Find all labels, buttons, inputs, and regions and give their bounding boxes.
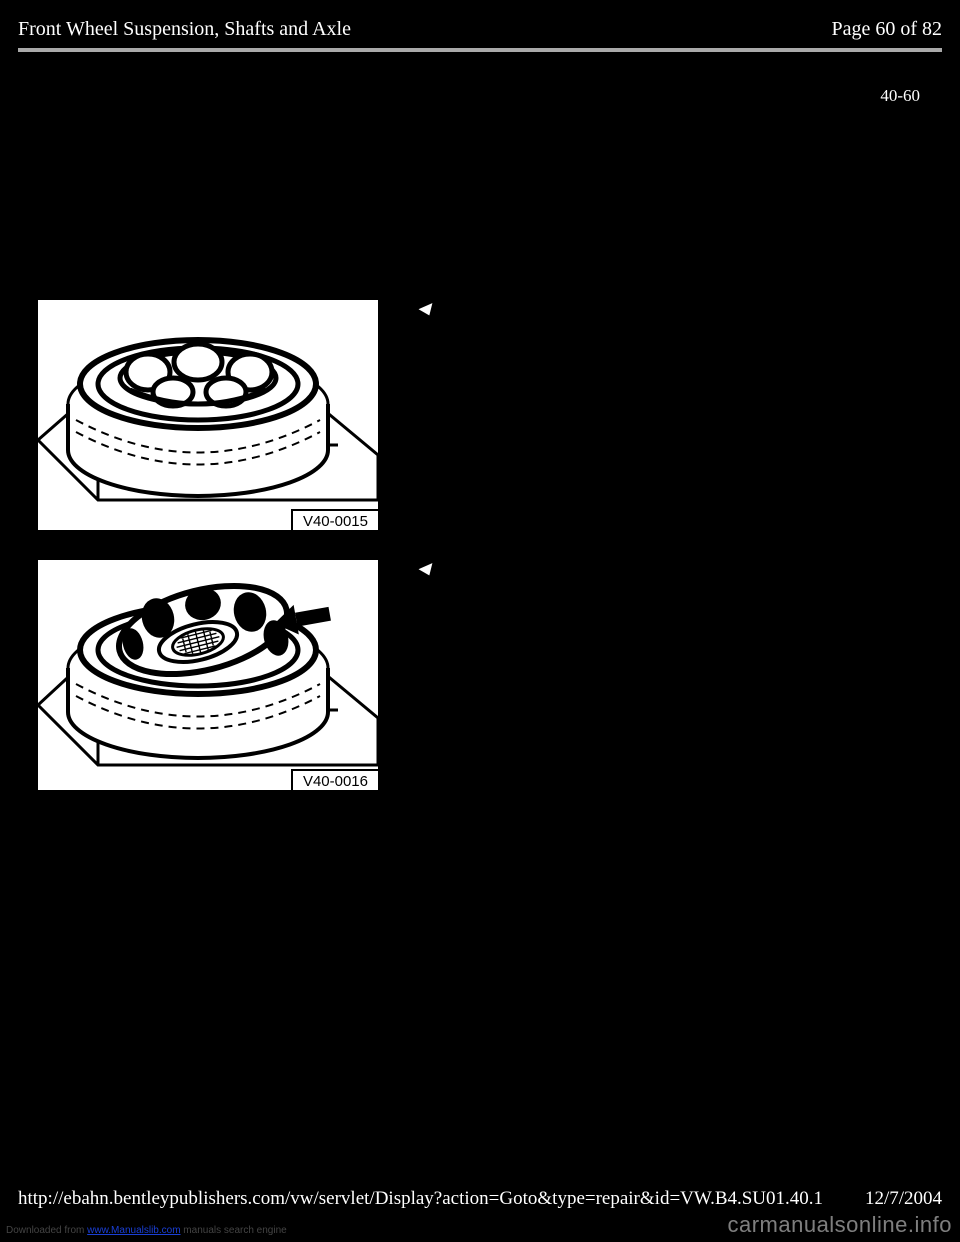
figure-2: V40-0016 [38,560,378,790]
figure-1-image: V40-0015 [38,300,378,530]
cv-joint-balls-icon [38,300,378,530]
content-area: 40-60 ◂ ◂ [18,70,942,1172]
watermark: carmanualsonline.info [727,1212,952,1238]
footer-date: 12/7/2004 [865,1188,942,1210]
figure-1: V40-0015 [38,300,378,530]
pointer-icon: ◂ [418,295,429,321]
download-suffix: manuals search engine [181,1225,287,1236]
figure-2-image: V40-0016 [38,560,378,790]
cv-joint-cage-icon [38,560,378,790]
header-rule [18,48,942,52]
page-footer: http://ebahn.bentleypublishers.com/vw/se… [18,1188,942,1210]
figure-1-label: V40-0015 [291,509,378,530]
figure-2-label: V40-0016 [291,769,378,790]
header-title: Front Wheel Suspension, Shafts and Axle [18,18,351,41]
download-attribution: Downloaded from www.Manualslib.com manua… [6,1225,287,1236]
page: Front Wheel Suspension, Shafts and Axle … [0,0,960,1242]
page-number: 40-60 [880,86,920,106]
pointer-icon: ◂ [418,555,429,581]
page-header: Front Wheel Suspension, Shafts and Axle … [18,18,942,41]
manualslib-link[interactable]: www.Manualslib.com [87,1225,180,1236]
download-prefix: Downloaded from [6,1225,87,1236]
footer-url: http://ebahn.bentleypublishers.com/vw/se… [18,1188,823,1210]
header-page-label: Page 60 of 82 [831,18,942,41]
